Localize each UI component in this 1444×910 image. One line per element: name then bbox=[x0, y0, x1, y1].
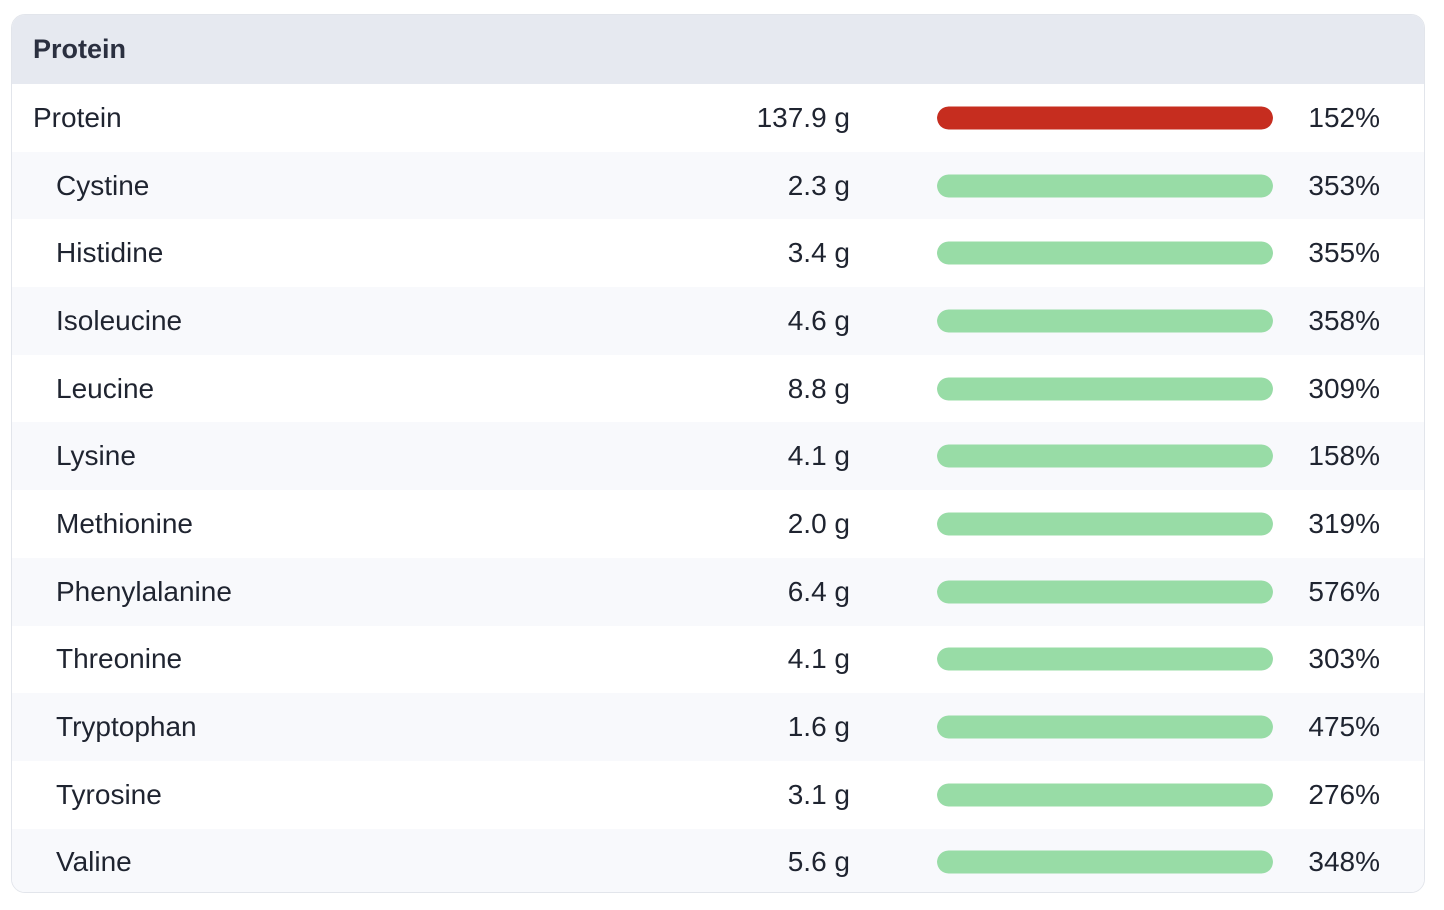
nutrient-amount: 3.1 g bbox=[787, 778, 850, 810]
progress-bar-fill bbox=[937, 241, 1273, 265]
nutrient-percent: 309% bbox=[1308, 372, 1380, 404]
progress-bar-fill bbox=[937, 715, 1273, 739]
progress-bar bbox=[937, 580, 1273, 604]
progress-bar-fill bbox=[937, 783, 1273, 807]
nutrient-row: Protein 137.9 g 152% bbox=[12, 84, 1424, 152]
progress-bar bbox=[937, 106, 1273, 130]
nutrient-name: Isoleucine bbox=[56, 304, 183, 336]
nutrient-name: Histidine bbox=[56, 237, 164, 269]
progress-bar bbox=[937, 444, 1273, 468]
nutrient-percent: 348% bbox=[1308, 846, 1380, 878]
nutrient-percent: 276% bbox=[1308, 778, 1380, 810]
progress-bar bbox=[937, 309, 1273, 333]
progress-bar-fill bbox=[937, 174, 1273, 198]
nutrient-name: Tyrosine bbox=[56, 778, 162, 810]
nutrient-name: Protein bbox=[33, 101, 122, 133]
nutrient-percent: 576% bbox=[1308, 575, 1380, 607]
progress-bar bbox=[937, 783, 1273, 807]
nutrient-percent: 353% bbox=[1308, 169, 1380, 201]
nutrient-list: Protein 137.9 g 152% Cystine 2.3 g 353% Histid… bbox=[12, 84, 1424, 892]
nutrient-name: Cystine bbox=[56, 169, 150, 201]
nutrient-amount: 5.6 g bbox=[787, 846, 850, 878]
nutrient-row: Cystine 2.3 g 353% bbox=[12, 151, 1424, 220]
progress-bar bbox=[937, 241, 1273, 265]
nutrient-name: Lysine bbox=[56, 440, 136, 472]
progress-bar-fill bbox=[937, 512, 1273, 536]
progress-bar bbox=[937, 850, 1273, 874]
nutrient-percent: 358% bbox=[1308, 304, 1380, 336]
nutrient-amount: 8.8 g bbox=[787, 372, 850, 404]
protein-panel: Protein Protein 137.9 g 152% Cystine 2.3 g 35… bbox=[11, 14, 1425, 893]
nutrient-amount: 2.0 g bbox=[787, 507, 850, 539]
progress-bar bbox=[937, 174, 1273, 198]
nutrient-row: Tyrosine 3.1 g 276% bbox=[12, 761, 1424, 829]
nutrient-percent: 152% bbox=[1308, 101, 1380, 133]
progress-bar-fill bbox=[937, 647, 1273, 671]
nutrient-row: Phenylalanine 6.4 g 576% bbox=[12, 557, 1424, 626]
nutrient-percent: 319% bbox=[1308, 507, 1380, 539]
nutrient-amount: 6.4 g bbox=[787, 575, 850, 607]
progress-bar bbox=[937, 647, 1273, 671]
nutrient-row: Valine 5.6 g 348% bbox=[12, 828, 1424, 892]
progress-bar-fill bbox=[937, 377, 1273, 401]
nutrient-row: Methionine 2.0 g 319% bbox=[12, 490, 1424, 558]
nutrient-row: Tryptophan 1.6 g 475% bbox=[12, 693, 1424, 761]
nutrient-percent: 303% bbox=[1308, 643, 1380, 675]
progress-bar-fill bbox=[937, 309, 1273, 333]
progress-bar bbox=[937, 512, 1273, 536]
nutrient-amount: 3.4 g bbox=[787, 237, 850, 269]
nutrient-row: Isoleucine 4.6 g 358% bbox=[12, 287, 1424, 355]
nutrient-row: Threonine 4.1 g 303% bbox=[12, 626, 1424, 694]
progress-bar-fill bbox=[937, 580, 1273, 604]
nutrient-amount: 1.6 g bbox=[787, 711, 850, 743]
nutrient-name: Valine bbox=[56, 846, 132, 878]
progress-bar-fill bbox=[937, 850, 1273, 874]
nutrient-amount: 137.9 g bbox=[756, 101, 850, 133]
nutrient-row: Histidine 3.4 g 355% bbox=[12, 219, 1424, 287]
panel-title: Protein bbox=[33, 34, 127, 64]
nutrient-name: Leucine bbox=[56, 372, 155, 404]
nutrient-percent: 355% bbox=[1308, 237, 1380, 269]
nutrient-name: Methionine bbox=[56, 507, 193, 539]
nutrient-percent: 475% bbox=[1308, 711, 1380, 743]
nutrient-row: Lysine 4.1 g 158% bbox=[12, 422, 1424, 491]
nutrient-amount: 4.6 g bbox=[787, 304, 850, 336]
nutrient-amount: 4.1 g bbox=[787, 440, 850, 472]
nutrient-row: Leucine 8.8 g 309% bbox=[12, 355, 1424, 423]
progress-bar bbox=[937, 715, 1273, 739]
nutrient-name: Threonine bbox=[56, 643, 183, 675]
nutrient-amount: 4.1 g bbox=[787, 643, 850, 675]
progress-bar-fill bbox=[937, 444, 1273, 468]
nutrient-amount: 2.3 g bbox=[787, 169, 850, 201]
nutrient-name: Tryptophan bbox=[56, 711, 197, 743]
progress-bar-fill bbox=[937, 106, 1273, 130]
nutrient-name: Phenylalanine bbox=[56, 575, 232, 607]
progress-bar bbox=[937, 377, 1273, 401]
nutrient-percent: 158% bbox=[1308, 440, 1380, 472]
panel-header: Protein bbox=[12, 15, 1424, 84]
